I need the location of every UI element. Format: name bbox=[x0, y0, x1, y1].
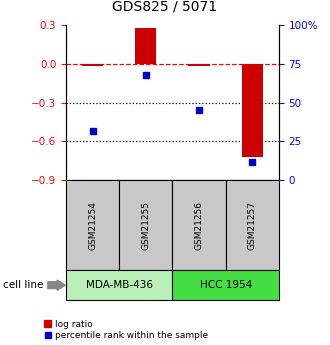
Text: GSM21254: GSM21254 bbox=[88, 201, 97, 249]
Bar bbox=[135, 28, 156, 64]
Bar bbox=[82, 64, 103, 67]
Bar bbox=[242, 64, 263, 157]
Text: MDA-MB-436: MDA-MB-436 bbox=[86, 280, 153, 290]
Text: GSM21256: GSM21256 bbox=[194, 200, 204, 250]
Text: GSM21257: GSM21257 bbox=[248, 200, 257, 250]
Text: GSM21255: GSM21255 bbox=[141, 200, 150, 250]
Text: GDS825 / 5071: GDS825 / 5071 bbox=[113, 0, 217, 13]
Text: HCC 1954: HCC 1954 bbox=[200, 280, 252, 290]
Text: cell line: cell line bbox=[3, 280, 44, 290]
Bar bbox=[188, 64, 210, 67]
Legend: log ratio, percentile rank within the sample: log ratio, percentile rank within the sa… bbox=[44, 320, 208, 341]
